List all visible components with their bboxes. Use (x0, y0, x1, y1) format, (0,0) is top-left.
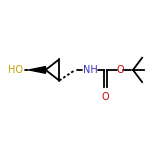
Text: O: O (116, 65, 124, 75)
Text: NH: NH (83, 65, 98, 75)
Text: O: O (102, 92, 109, 102)
Polygon shape (29, 67, 46, 73)
Text: HO: HO (8, 65, 23, 75)
